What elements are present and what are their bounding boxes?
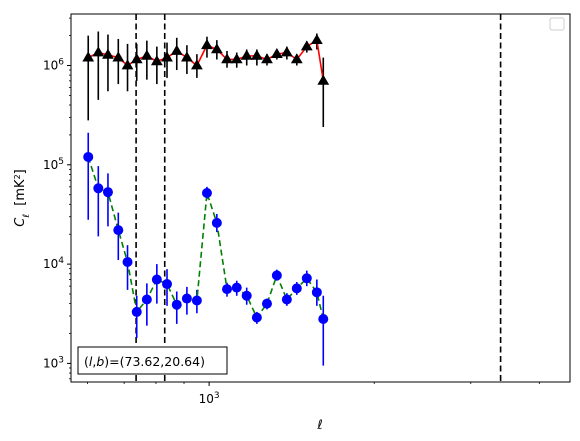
data-point-circle — [93, 183, 104, 194]
legend-box — [549, 17, 565, 31]
data-point-triangle — [112, 51, 125, 62]
plot-frame — [70, 13, 571, 383]
data-point-triangle — [317, 74, 330, 85]
annotation-text: (l,b)=(73.62,20.64) — [84, 354, 205, 369]
data-point-triangle — [170, 44, 183, 55]
data-point-triangle — [102, 48, 114, 59]
data-point-triangle — [290, 53, 303, 64]
series-group — [83, 132, 329, 366]
data-point-circle — [171, 299, 182, 310]
data-point-triangle — [310, 33, 323, 44]
data-point-circle — [231, 282, 242, 293]
data-point-triangle — [181, 51, 193, 62]
coordinate-annotation: (l,b)=(73.62,20.64) — [77, 346, 228, 375]
data-point-triangle — [240, 49, 253, 60]
data-point-circle — [191, 295, 202, 306]
data-point-circle — [211, 217, 222, 228]
x-tick-label: 103 — [199, 391, 220, 406]
data-point-circle — [221, 284, 232, 295]
data-point-circle — [251, 312, 262, 323]
plot-area — [71, 14, 570, 382]
data-point-triangle — [191, 59, 203, 70]
data-point-triangle — [121, 59, 134, 70]
data-point-triangle — [150, 55, 163, 66]
x-axis-label: ℓ — [316, 418, 322, 433]
data-point-circle — [141, 294, 152, 305]
y-tick-label: 104 — [43, 256, 64, 271]
data-point-circle — [301, 273, 312, 284]
data-point-triangle — [221, 53, 233, 64]
data-point-circle — [318, 314, 329, 325]
y-tick-label: 106 — [43, 57, 64, 72]
data-point-circle — [83, 151, 94, 162]
data-point-circle — [181, 293, 192, 304]
data-point-circle — [261, 298, 272, 309]
data-point-triangle — [270, 47, 283, 59]
data-point-triangle — [300, 40, 313, 51]
data-point-circle — [102, 187, 113, 198]
data-point-circle — [151, 274, 162, 285]
data-point-triangle — [130, 53, 143, 64]
data-point-circle — [291, 283, 302, 294]
data-point-triangle — [82, 51, 95, 62]
data-point-circle — [113, 225, 124, 236]
data-point-circle — [241, 290, 252, 301]
data-point-triangle — [161, 51, 173, 62]
data-point-circle — [281, 294, 292, 305]
data-point-circle — [271, 270, 282, 281]
data-point-circle — [162, 279, 173, 290]
data-point-triangle — [250, 49, 263, 60]
data-point-triangle — [140, 49, 153, 60]
axis-ticks: 103 104 105 106 103 — [43, 17, 540, 406]
data-point-circle — [311, 287, 322, 298]
data-point-triangle — [92, 46, 105, 57]
data-point-triangle — [280, 46, 293, 57]
data-point-circle — [131, 306, 142, 317]
data-point-circle — [201, 188, 212, 199]
y-axis-label: Cℓ [mK2] — [13, 169, 33, 227]
series-group — [82, 31, 330, 128]
data-point-triangle — [261, 53, 273, 64]
y-tick-label: 103 — [43, 355, 64, 370]
data-point-triangle — [210, 43, 223, 54]
series-layer — [82, 31, 330, 366]
y-tick-label: 105 — [43, 157, 64, 172]
annotation-box — [77, 346, 228, 375]
data-point-circle — [122, 257, 133, 268]
data-point-triangle — [201, 39, 213, 50]
data-point-triangle — [230, 53, 243, 64]
